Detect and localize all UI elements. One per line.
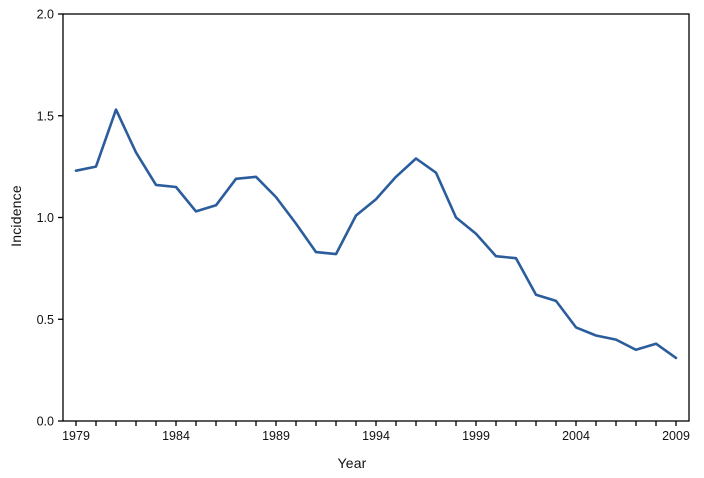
x-axis-title: Year — [337, 455, 367, 471]
x-tick-label: 1994 — [362, 429, 390, 443]
y-tick-label: 1.5 — [37, 109, 54, 123]
y-tick-label: 2.0 — [37, 8, 54, 22]
y-tick-label: 0.0 — [37, 415, 54, 429]
y-axis-title: Incidence — [8, 185, 24, 247]
x-tick-label: 1979 — [62, 429, 90, 443]
x-tick-label: 1989 — [262, 429, 290, 443]
x-tick-label: 1999 — [462, 429, 490, 443]
x-tick-label: 2009 — [662, 429, 690, 443]
incidence-series-line — [74, 108, 678, 360]
y-tick-label: 0.5 — [37, 313, 54, 327]
y-tick-label: 1.0 — [37, 211, 54, 225]
x-tick-label: 1984 — [162, 429, 190, 443]
x-tick-label: 2004 — [562, 429, 590, 443]
plot-frame — [62, 13, 690, 422]
